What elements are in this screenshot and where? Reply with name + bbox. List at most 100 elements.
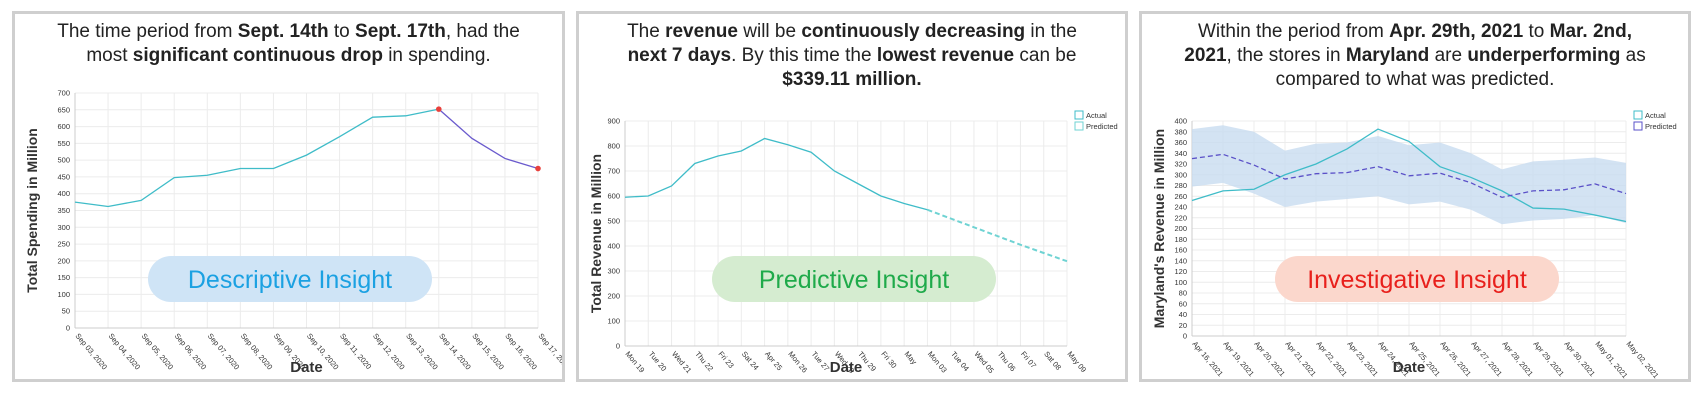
y-tick-label: 100 — [57, 290, 70, 299]
title-segment: in spending. — [382, 45, 491, 66]
title-segment: Maryland — [1345, 45, 1430, 66]
y-tick-label: 300 — [57, 223, 70, 232]
title-segment: The time period from — [57, 21, 238, 42]
y-tick-label: 650 — [57, 105, 70, 114]
x-tick-label: Apr 22, 2021 — [1314, 340, 1349, 379]
x-tick-label: Fri 30 — [879, 350, 898, 370]
x-tick-label: Apr 29, 2021 — [1531, 340, 1566, 379]
title-segment: Mar. 2nd, 2021 — [1184, 21, 1633, 66]
title-segment: as compared to what was predicted. — [1275, 45, 1646, 90]
y-tick-label: 500 — [607, 217, 620, 226]
insight-badge — [1275, 256, 1559, 302]
title-segment: continuously decreasing — [801, 21, 1026, 42]
x-tick-label: Thu 06 — [996, 350, 1018, 374]
data-line — [1191, 153, 1627, 199]
title-segment: Sept. 14th — [237, 21, 329, 42]
x-tick-label: Apr 30, 2021 — [1562, 340, 1597, 379]
x-tick-label: Sat 08 — [1042, 350, 1063, 372]
x-tick-label: Wed 05 — [972, 350, 995, 375]
x-tick-label: Apr 28, 2021 — [1500, 340, 1535, 379]
x-tick-label: Mon 19 — [623, 350, 646, 375]
title-segment: Within the period from — [1197, 21, 1390, 42]
y-tick-label: 400 — [607, 242, 620, 251]
x-tick-label: Sat 24 — [740, 350, 761, 372]
data-line — [74, 108, 439, 208]
title-segment: next 7 days — [627, 45, 732, 66]
y-axis-title: Total Revenue in Million — [588, 154, 604, 313]
insight-label: Descriptive Insight — [188, 266, 392, 294]
y-axis-title: Total Spending in Million — [24, 128, 40, 293]
x-tick-label: May 01, 2021 — [1593, 340, 1629, 379]
chart-title: Within the period from Apr. 29th, 2021 t… — [1142, 20, 1688, 92]
legend-label: Predicted — [1645, 122, 1677, 131]
title-segment: , had the most — [86, 21, 520, 66]
title-segment: underperforming — [1467, 45, 1621, 66]
x-tick-label: May 02, 2021 — [1624, 340, 1660, 379]
insight-badge — [712, 256, 996, 302]
y-tick-label: 20 — [1179, 321, 1187, 330]
x-tick-label: Apr 20, 2021 — [1252, 340, 1287, 379]
x-tick-label: Apr 23, 2021 — [1345, 340, 1380, 379]
y-tick-label: 400 — [57, 189, 70, 198]
title-segment: revenue — [665, 21, 738, 42]
x-tick-label: Sep 17, 2020 — [536, 332, 562, 372]
y-tick-label: 380 — [1174, 127, 1187, 136]
y-tick-label: 120 — [1174, 267, 1187, 276]
x-tick-label: Apr 19, 2021 — [1221, 340, 1256, 379]
title-segment: lowest revenue — [876, 45, 1015, 66]
chart-panel: Within the period from Apr. 29th, 2021 t… — [1139, 11, 1691, 382]
y-axis-title: Maryland's Revenue in Million — [1151, 129, 1167, 328]
chart-panel: The revenue will be continuously decreas… — [576, 11, 1128, 382]
title-segment: to — [328, 21, 356, 42]
legend-swatch — [1074, 110, 1084, 120]
x-tick-label: Sep 05, 2020 — [140, 332, 176, 372]
x-tick-label: Sep 12, 2020 — [371, 332, 407, 372]
x-tick-label: Apr 26, 2021 — [1438, 340, 1473, 379]
y-tick-label: 450 — [57, 172, 70, 181]
chart: 0204060801001201401601802002202402602803… — [1151, 110, 1677, 379]
x-tick-label: Wed 21 — [670, 350, 693, 375]
title-segment: The — [627, 21, 666, 42]
legend-swatch — [1633, 121, 1643, 131]
insight-label: Predictive Insight — [759, 266, 949, 294]
highlight-point — [535, 165, 541, 172]
x-axis-title: Date — [1393, 359, 1426, 376]
title-segment: significant continuous drop — [132, 45, 383, 66]
x-tick-label: Sep 06, 2020 — [173, 332, 209, 372]
y-tick-label: 0 — [1183, 332, 1187, 341]
y-tick-label: 200 — [607, 292, 620, 301]
chart-panel: The time period from Sept. 14th to Sept.… — [12, 11, 565, 382]
y-tick-label: 100 — [1174, 278, 1187, 287]
x-tick-label: Mon 26 — [786, 350, 809, 375]
legend-label: Predicted — [1086, 122, 1118, 131]
x-tick-label: Apr 27, 2021 — [1469, 340, 1504, 379]
title-segment: in the — [1025, 21, 1077, 42]
x-tick-label: Tue 04 — [949, 350, 971, 373]
y-tick-label: 200 — [57, 256, 70, 265]
y-tick-label: 200 — [1174, 224, 1187, 233]
title-segment: can be — [1014, 45, 1077, 66]
y-tick-label: 100 — [607, 317, 620, 326]
title-segment: Apr. 29th, 2021 — [1389, 21, 1524, 42]
x-tick-label: Fri 07 — [1019, 350, 1038, 370]
y-tick-label: 340 — [1174, 149, 1187, 158]
y-tick-label: 180 — [1174, 235, 1187, 244]
title-segment: $339.11 million. — [782, 69, 922, 90]
x-tick-label: Sep 16, 2020 — [503, 332, 539, 372]
y-tick-label: 320 — [1174, 160, 1187, 169]
x-tick-label: Tue 20 — [647, 350, 669, 373]
y-tick-label: 0 — [66, 324, 70, 333]
x-tick-label: Apr 21, 2021 — [1283, 340, 1318, 379]
y-tick-label: 240 — [1174, 203, 1187, 212]
y-tick-label: 140 — [1174, 256, 1187, 265]
x-tick-label: Sep 07, 2020 — [206, 332, 242, 372]
y-tick-label: 0 — [616, 342, 620, 351]
y-tick-label: 800 — [607, 142, 620, 151]
x-tick-label: Fri 23 — [717, 350, 736, 370]
legend-swatch — [1074, 121, 1084, 131]
y-tick-label: 600 — [607, 192, 620, 201]
x-tick-label: Sep 11, 2020 — [338, 332, 373, 372]
y-tick-label: 360 — [1174, 138, 1187, 147]
highlight-line — [438, 108, 539, 170]
